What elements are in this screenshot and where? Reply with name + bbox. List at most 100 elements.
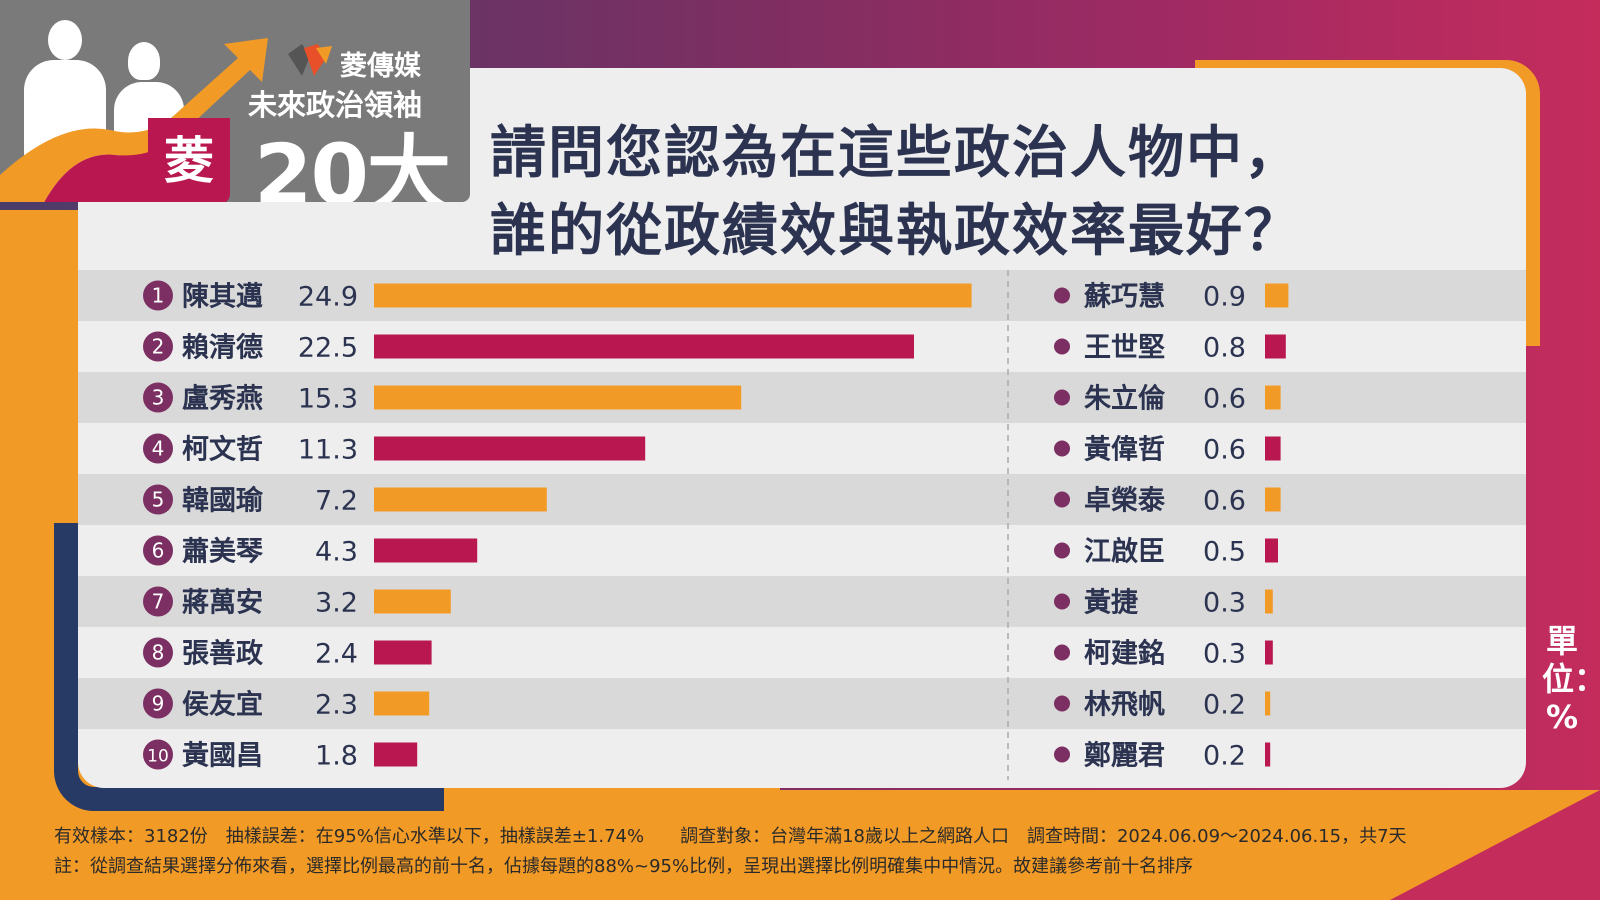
candidate-name: 陳其邁 <box>182 282 263 313</box>
row-stripe <box>78 576 1526 627</box>
top-label: 20大 <box>254 126 451 202</box>
rank-number: 2 <box>152 335 165 359</box>
bar <box>1265 334 1286 359</box>
question-line-1: 請問您認為在這些政治人物中， <box>490 121 1302 186</box>
bar <box>374 538 478 563</box>
rank-number: 6 <box>152 539 165 563</box>
bar <box>1265 640 1273 665</box>
bullet-dot <box>1054 542 1070 559</box>
value-label: 2.4 <box>315 639 358 670</box>
rank-number: 9 <box>152 692 165 716</box>
candidate-name: 王世堅 <box>1084 333 1165 364</box>
navy-corner-frame <box>54 523 444 811</box>
footer-survey-info: 有效樣本：3182份 抽樣誤差：在95%信心水準以下，抽樣誤差±1.74% 調查… <box>54 826 1407 847</box>
bullet-dot <box>1054 389 1070 406</box>
rank-badge <box>143 331 173 362</box>
candidate-name: 蔣萬安 <box>182 588 263 619</box>
candidate-name: 柯建銘 <box>1084 638 1165 670</box>
row-stripe <box>78 678 1526 729</box>
rank-badge <box>143 586 173 617</box>
candidate-name: 鄭麗君 <box>1084 740 1165 772</box>
bar <box>1265 589 1273 614</box>
series-title: 未來政治領袖 <box>248 88 423 122</box>
candidate-name: 柯文哲 <box>182 434 263 466</box>
bullet-dot <box>1054 593 1070 610</box>
candidate-name: 盧秀燕 <box>182 384 263 415</box>
bullet-dot <box>1054 644 1070 661</box>
bar <box>374 742 418 767</box>
bullet-dot <box>1054 746 1070 763</box>
value-label: 0.2 <box>1203 741 1246 772</box>
value-label: 1.8 <box>315 741 358 772</box>
brand-logo-icon <box>288 44 332 76</box>
background-diagonal-accent <box>1390 790 1600 900</box>
person-silhouette-icon <box>48 20 82 60</box>
bar <box>374 691 430 716</box>
rank-number: 7 <box>152 590 165 614</box>
bar <box>374 640 432 665</box>
rank-badge <box>143 637 173 668</box>
row-stripe <box>78 372 1526 423</box>
brand-name: 菱傳媒 <box>340 51 421 82</box>
person-silhouette-icon <box>128 42 160 80</box>
series-badge: 菱 菱傳媒 未來政治領袖 20大 <box>0 0 470 202</box>
rank-badge <box>143 433 173 464</box>
value-label: 0.9 <box>1203 282 1246 313</box>
bullet-dot <box>1054 338 1070 355</box>
footer-note: 註：從調查結果選擇分佈來看，選擇比例最高的前十名，佔據每題的88%~95%比例，… <box>54 856 1194 877</box>
value-label: 15.3 <box>298 384 358 415</box>
rank-badge <box>143 739 173 770</box>
value-label: 11.3 <box>298 435 358 466</box>
candidate-name: 卓榮泰 <box>1084 486 1166 517</box>
value-label: 3.2 <box>315 588 358 619</box>
row-stripe <box>78 474 1526 525</box>
rank-number: 1 <box>152 284 165 308</box>
value-label: 0.5 <box>1203 537 1246 568</box>
value-label: 0.6 <box>1203 384 1246 415</box>
candidate-name: 黃捷 <box>1084 588 1139 619</box>
rank-number: 4 <box>152 437 165 461</box>
rank-badge <box>143 688 173 719</box>
value-label: 24.9 <box>298 282 358 313</box>
rank-number: 3 <box>152 386 165 410</box>
bullet-dot <box>1054 287 1070 304</box>
candidate-name: 侯友宜 <box>182 689 263 721</box>
value-label: 0.8 <box>1203 333 1246 364</box>
candidate-name: 蕭美琴 <box>182 536 263 568</box>
bar <box>374 385 742 410</box>
bar <box>374 334 914 359</box>
bullet-dot <box>1054 440 1070 457</box>
rank-badge <box>143 280 173 311</box>
candidate-name: 蘇巧慧 <box>1083 282 1165 313</box>
rank-number: 10 <box>147 747 169 767</box>
value-label: 0.6 <box>1203 435 1246 466</box>
rank-badge <box>143 382 173 413</box>
bar <box>1265 385 1281 410</box>
rank-number: 5 <box>152 488 165 512</box>
bar <box>1265 283 1289 308</box>
value-label: 0.2 <box>1203 690 1246 721</box>
badge-char: 菱 <box>148 118 230 202</box>
candidate-name: 江啟臣 <box>1084 537 1165 568</box>
candidate-name: 朱立倫 <box>1084 383 1166 415</box>
bar <box>1265 436 1281 461</box>
unit-label: 單位：% <box>1542 622 1600 736</box>
candidate-name: 賴清德 <box>182 333 263 364</box>
bar <box>1265 742 1271 767</box>
value-label: 0.3 <box>1203 588 1246 619</box>
value-label: 22.5 <box>298 333 358 364</box>
candidate-name: 韓國瑜 <box>182 485 264 517</box>
rank-badge <box>143 484 173 515</box>
candidate-name: 林飛帆 <box>1084 690 1165 721</box>
bar <box>374 436 646 461</box>
bar <box>1265 487 1281 512</box>
bar <box>1265 691 1271 716</box>
value-label: 7.2 <box>315 486 358 517</box>
bullet-dot <box>1054 695 1070 712</box>
candidate-name: 黃偉哲 <box>1084 434 1165 466</box>
value-label: 4.3 <box>315 537 358 568</box>
question-line-2: 誰的從政績效與執政效率最好？ <box>490 199 1302 264</box>
rank-badge <box>143 535 173 566</box>
